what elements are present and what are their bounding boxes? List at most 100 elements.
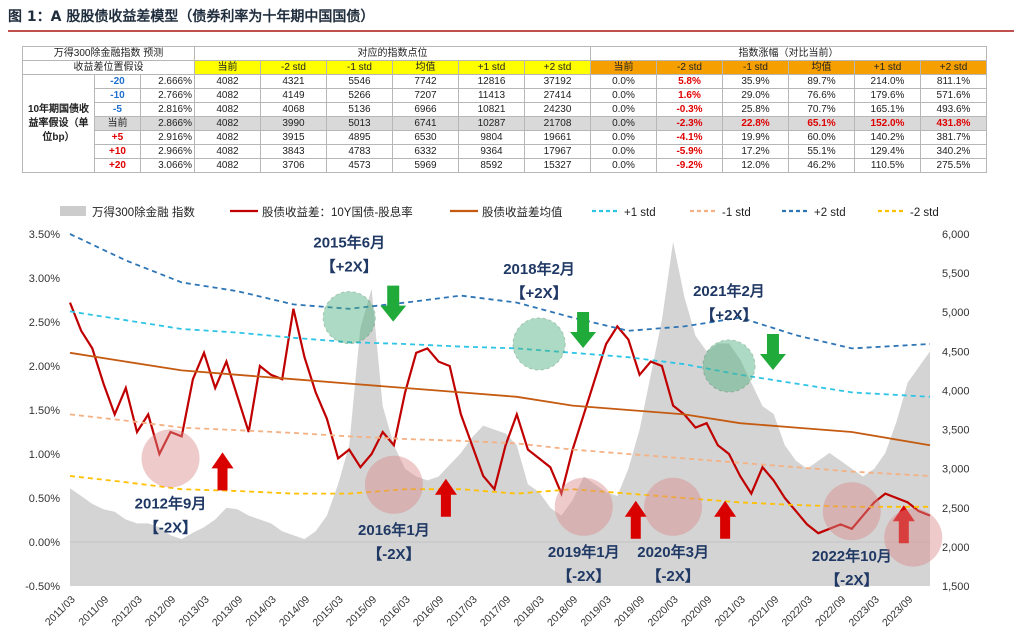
legend-label: +1 std bbox=[624, 207, 656, 219]
table-row: 10年期国债收益率假设（单位bp） -20 2.666% 4082 4321 5546 77… bbox=[22, 74, 987, 173]
gain-cell: 811.1% bbox=[920, 74, 987, 89]
points-cell: 4068 bbox=[260, 102, 327, 117]
gain-cell: 46.2% bbox=[788, 158, 855, 173]
points-cell: 27414 bbox=[524, 88, 591, 103]
gain-cell: -5.9% bbox=[656, 144, 723, 159]
gain-cell: 89.7% bbox=[788, 74, 855, 89]
x-tick-label: 2017/03 bbox=[444, 594, 479, 629]
points-cell: 10287 bbox=[458, 116, 525, 131]
x-tick-label: 2022/09 bbox=[813, 594, 848, 629]
table-col-row: 收益差位置假设 当前 -2 std -1 std 均值 +1 std +2 std 当前 -2 … bbox=[22, 60, 987, 75]
points-cell: 5969 bbox=[392, 158, 459, 173]
table-row: -5 2.816% 4082 4068 5136 6966 10821 24230 0.0% -0… bbox=[23, 102, 987, 117]
points-cell: 4082 bbox=[194, 144, 261, 159]
high-marker bbox=[702, 339, 756, 393]
gain-cell: 431.8% bbox=[920, 116, 987, 131]
points-cell: 10821 bbox=[458, 102, 525, 117]
gain-cell: 0.0% bbox=[590, 116, 657, 131]
gain-cell: -2.3% bbox=[656, 116, 723, 131]
legend-label: 股债收益差：10Y国债-股息率 bbox=[262, 205, 413, 219]
spread-line bbox=[68, 302, 931, 535]
points-cell: 5266 bbox=[326, 88, 393, 103]
gain-cell: 25.8% bbox=[722, 102, 789, 117]
y-right-tick: 2,500 bbox=[942, 503, 970, 515]
points-cell: 3706 bbox=[260, 158, 327, 173]
up-arrow-icon bbox=[714, 500, 737, 539]
points-cell: 37192 bbox=[524, 74, 591, 89]
annotation-multiple: 【+2X】 bbox=[700, 306, 757, 324]
points-cell: 4783 bbox=[326, 144, 393, 159]
gain-cell: 60.0% bbox=[788, 130, 855, 145]
y-right-tick: 4,000 bbox=[942, 385, 970, 397]
gain-cell: 493.6% bbox=[920, 102, 987, 117]
points-cell: 7742 bbox=[392, 74, 459, 89]
up-arrow-icon bbox=[211, 452, 234, 491]
annotation-date: 2012年9月 bbox=[135, 494, 207, 512]
x-tick-label: 2017/09 bbox=[478, 594, 513, 629]
gain-cell: 381.7% bbox=[920, 130, 987, 145]
gain-cell: 22.8% bbox=[722, 116, 789, 131]
points-cell: 3843 bbox=[260, 144, 327, 159]
points-cell: 21708 bbox=[524, 116, 591, 131]
up-arrow-icon bbox=[624, 500, 647, 539]
points-cell: 6741 bbox=[392, 116, 459, 131]
table-row: +5 2.916% 4082 3915 4895 6530 9804 19661 0.0% -4.… bbox=[23, 130, 987, 145]
annotation-multiple: 【-2X】 bbox=[367, 545, 420, 563]
points-cell: 3990 bbox=[260, 116, 327, 131]
figure-title: 图 1：A 股股债收益差模型（债券利率为十年期中国国债） bbox=[8, 9, 375, 25]
x-tick-label: 2016/09 bbox=[411, 594, 446, 629]
rate-cell: 2.916% bbox=[140, 130, 195, 145]
gain-col-header: +2 std bbox=[920, 60, 987, 75]
rate-cell: 2.966% bbox=[140, 144, 195, 159]
annotation-date: 2019年1月 bbox=[548, 543, 620, 561]
rate-shift-label: +5 bbox=[94, 130, 141, 145]
y-left-tick: 2.00% bbox=[29, 361, 60, 373]
points-cell: 4082 bbox=[194, 158, 261, 173]
rate-cell: 2.766% bbox=[140, 88, 195, 103]
points-cell: 4573 bbox=[326, 158, 393, 173]
x-tick-label: 2011/09 bbox=[76, 594, 111, 629]
gain-cell: 35.9% bbox=[722, 74, 789, 89]
points-cell: 24230 bbox=[524, 102, 591, 117]
rate-shift-label: -10 bbox=[94, 88, 141, 103]
x-tick-label: 2015/03 bbox=[310, 594, 345, 629]
low-marker bbox=[644, 477, 703, 536]
legend-label: -1 std bbox=[722, 207, 751, 219]
x-tick-label: 2013/09 bbox=[210, 594, 245, 629]
high-marker bbox=[322, 291, 376, 345]
points-cell: 4082 bbox=[194, 88, 261, 103]
x-tick-label: 2012/03 bbox=[109, 594, 144, 629]
x-tick-label: 2013/03 bbox=[176, 594, 211, 629]
points-cell: 6332 bbox=[392, 144, 459, 159]
gain-cell: 0.0% bbox=[590, 88, 657, 103]
rate-cell: 2.866% bbox=[140, 116, 195, 131]
gain-cell: 0.0% bbox=[590, 102, 657, 117]
table-row: +10 2.966% 4082 3843 4783 6332 9364 17967 0.0% -5… bbox=[23, 144, 987, 159]
x-tick-label: 2018/09 bbox=[545, 594, 580, 629]
gain-header: 指数涨幅（对比当前） bbox=[590, 46, 987, 61]
low-marker bbox=[822, 482, 881, 541]
low-marker bbox=[884, 508, 943, 567]
annotation-multiple: 【-2X】 bbox=[144, 518, 197, 536]
annotation-date: 2016年1月 bbox=[358, 521, 430, 539]
points-cell: 9364 bbox=[458, 144, 525, 159]
gain-cell: 275.5% bbox=[920, 158, 987, 173]
up-arrow-icon bbox=[892, 505, 915, 544]
mean-line bbox=[69, 351, 931, 447]
x-tick-label: 2023/03 bbox=[847, 594, 882, 629]
low-marker bbox=[364, 455, 423, 514]
rate-shift-label: +10 bbox=[94, 144, 141, 159]
y-right-tick: 4,500 bbox=[942, 346, 970, 358]
down-arrow-icon bbox=[380, 285, 407, 322]
x-tick-label: 2011/03 bbox=[43, 594, 78, 629]
gain-cell: 1.6% bbox=[656, 88, 723, 103]
annotation-multiple: 【+2X】 bbox=[511, 284, 568, 302]
up-arrow-icon bbox=[434, 478, 457, 517]
y-right-tick: 3,500 bbox=[942, 425, 970, 437]
y-right-tick: 1,500 bbox=[942, 581, 970, 593]
gain-cell: 571.6% bbox=[920, 88, 987, 103]
gain-cell: 0.0% bbox=[590, 158, 657, 173]
points-cell: 4082 bbox=[194, 74, 261, 89]
gain-cell: 65.1% bbox=[788, 116, 855, 131]
annotation-multiple: 【-2X】 bbox=[825, 571, 878, 589]
